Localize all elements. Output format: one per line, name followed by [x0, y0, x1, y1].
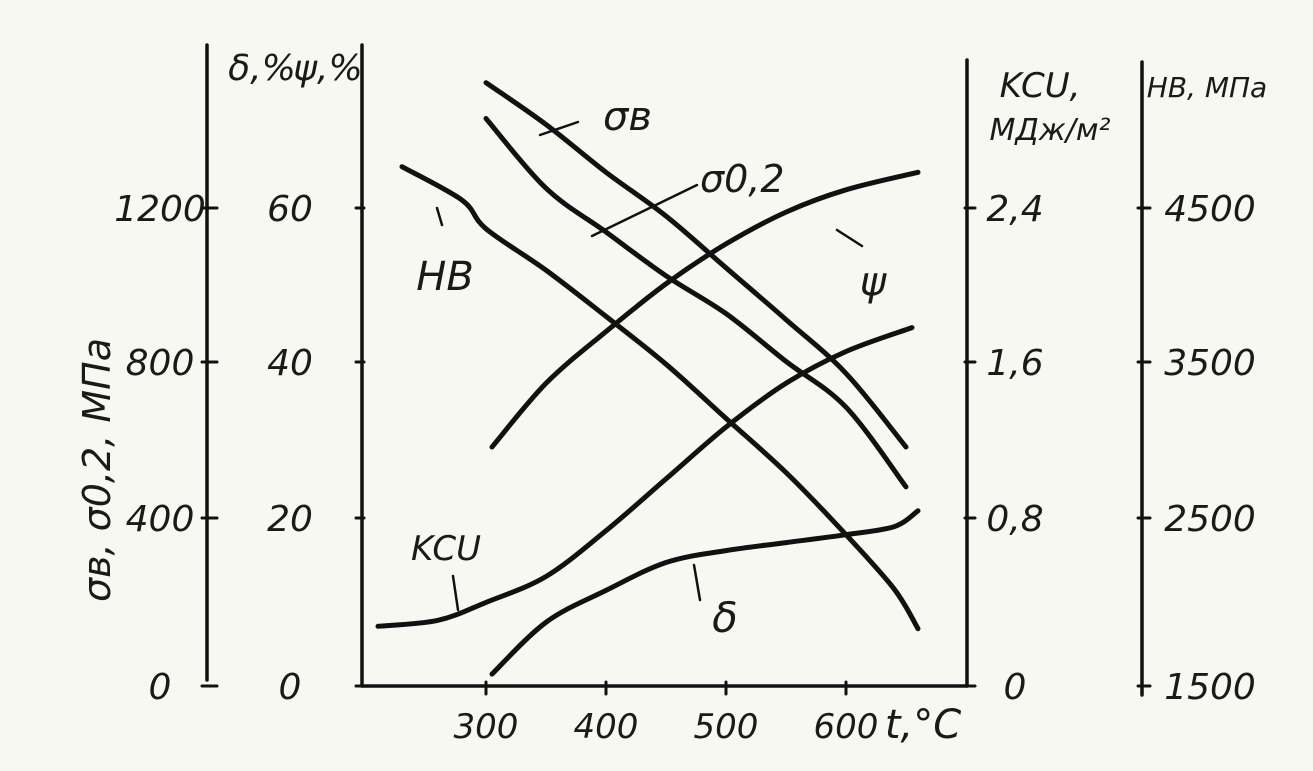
- tick-label-strength-0: 0: [149, 667, 172, 708]
- tick-label-hb-0: 1500: [1164, 667, 1256, 708]
- x-axis-title: t,°C: [885, 702, 961, 748]
- tick-label-kcu-3: 2,4: [986, 189, 1043, 230]
- tick-label-kcu-2: 1,6: [986, 343, 1043, 384]
- annotation-leader-hb: [435, 206, 444, 227]
- tick-label-hb-3: 4500: [1164, 189, 1256, 230]
- tick-label-strength-3: 1200: [114, 189, 206, 230]
- tick-label-percent-1: 20: [267, 499, 313, 540]
- annotation-psi: ψ: [860, 259, 888, 305]
- series-line-sigma-02: [483, 116, 909, 490]
- tick-label-hb-1: 2500: [1164, 499, 1256, 540]
- annotation-leader-kcu: [451, 574, 460, 612]
- x-tick-label-3: 600: [814, 707, 879, 747]
- y-axis-title-delta: δ,%: [228, 48, 296, 89]
- annotation-leader-sigma-b: [538, 120, 580, 137]
- annotation-sigma-b: σв: [603, 94, 652, 140]
- y-axis-title-psi: ψ,%: [293, 48, 362, 89]
- tick-label-hb-2: 3500: [1164, 343, 1256, 384]
- x-tick-label-1: 400: [574, 707, 639, 747]
- series-line-kcu: [375, 325, 915, 629]
- annotation-delta: δ: [712, 593, 738, 642]
- annotation-leader-sigma-02: [590, 183, 699, 238]
- tick-label-kcu-1: 0,8: [986, 499, 1043, 540]
- annotation-hb: HB: [416, 254, 474, 300]
- x-tick-label-2: 500: [694, 707, 759, 747]
- y-axis-title-kcu-line1: KCU,: [1000, 66, 1081, 106]
- annotation-kcu: KCU: [411, 529, 481, 569]
- series-layer: [375, 80, 921, 677]
- tick-label-percent-0: 0: [279, 667, 302, 708]
- y-axis-title-strength: σв, σ0,2, МПа: [75, 338, 119, 602]
- annotation-leader-delta: [692, 563, 702, 602]
- series-line-delta: [489, 508, 921, 677]
- series-line-hb: [399, 164, 921, 632]
- tick-label-percent-2: 40: [267, 343, 313, 384]
- annotation-leader-psi: [835, 228, 864, 248]
- tick-label-kcu-0: 0: [1004, 667, 1027, 708]
- annotation-sigma-02: σ0,2: [700, 157, 785, 201]
- y-axis-title-kcu-line2: МДж/м²: [989, 113, 1110, 148]
- tick-label-percent-3: 60: [267, 189, 313, 230]
- y-axis-title-hb: HB, МПа: [1147, 71, 1267, 104]
- tick-label-strength-2: 800: [126, 343, 195, 384]
- axes-layer: [200, 43, 1152, 697]
- series-line-psi: [489, 169, 921, 450]
- label-layer: 04008001200020406000,81,62,4150025003500…: [75, 48, 1267, 748]
- x-tick-label-0: 300: [454, 707, 519, 747]
- tick-label-strength-1: 400: [126, 499, 195, 540]
